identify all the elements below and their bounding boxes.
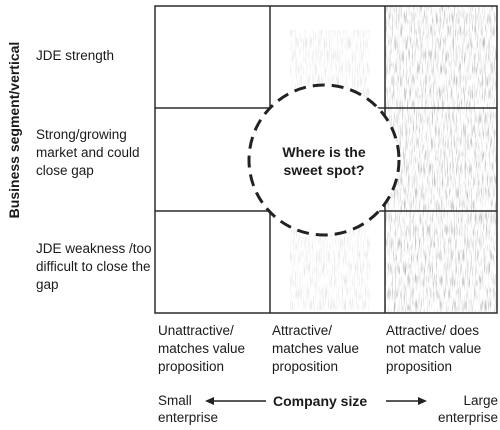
x-axis-arrow [205, 397, 427, 405]
x-axis-left-end: Small enterprise [158, 393, 219, 425]
x-axis-right-end: Large enterprise [437, 393, 498, 425]
sweet-spot-circle [247, 83, 401, 237]
column-label-attractive-matches: Attractive/ matches value proposition [272, 323, 360, 374]
row-label-strong-growing-market: Strong/growing market and could close ga… [36, 127, 140, 178]
row-label-jde-weakness: JDE weakness /too difficult to close the… [36, 241, 152, 292]
column-label-attractive-does-not-match: Attractive/ does not match value proposi… [386, 323, 482, 374]
row-label-jde-strength: JDE strength [36, 48, 115, 63]
sweet-spot-callout: Where is the sweet spot? [282, 144, 366, 178]
x-axis-title: Company size [273, 393, 368, 409]
column-label-unattractive: Unattractive/ matches value proposition [158, 323, 246, 374]
grain-texture [155, 6, 497, 313]
